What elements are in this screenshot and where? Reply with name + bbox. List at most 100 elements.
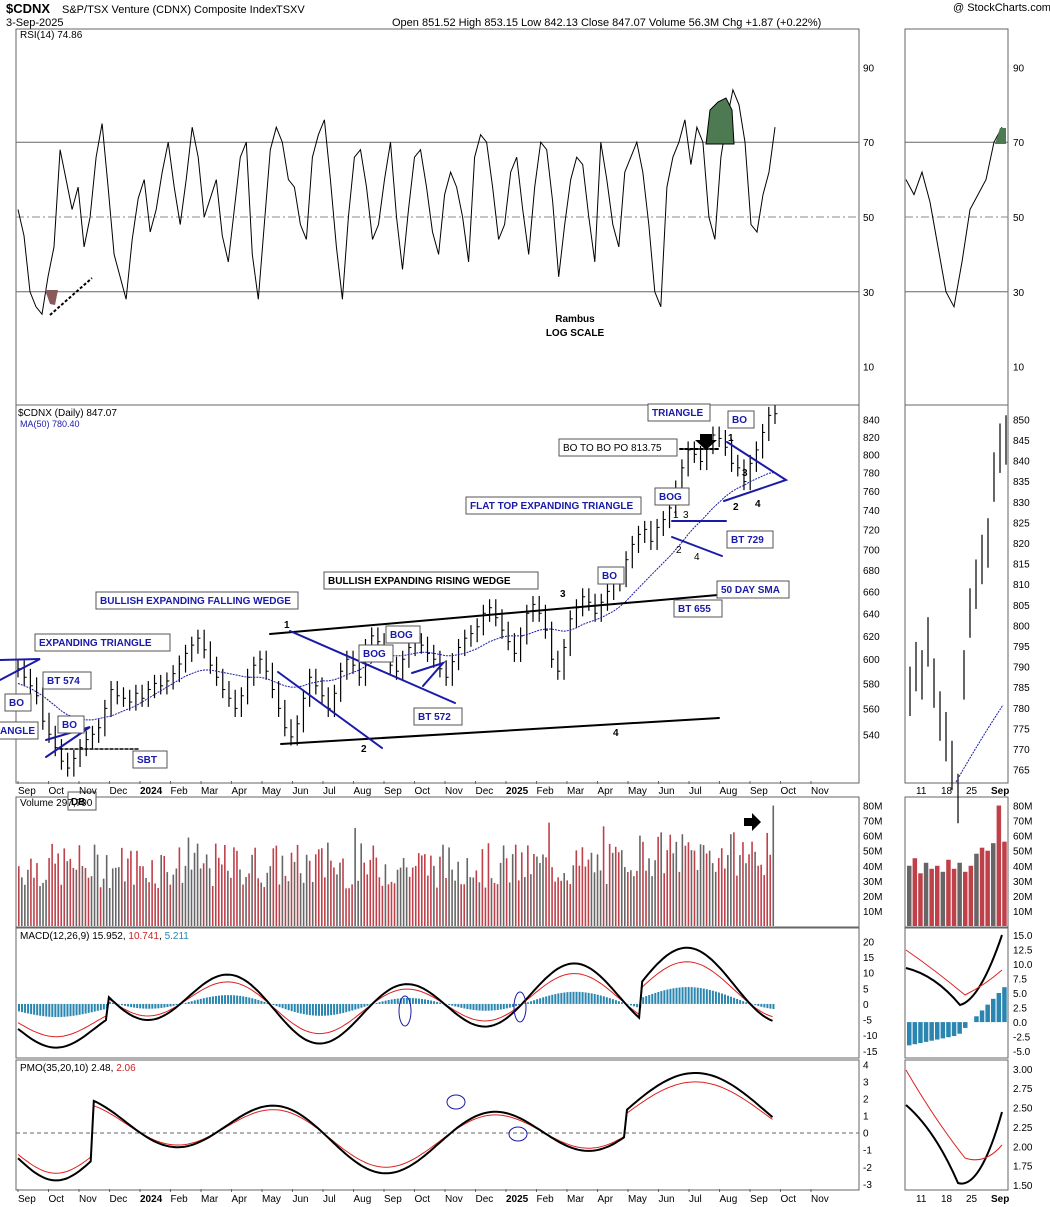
macd-hist-bar bbox=[466, 1003, 469, 1010]
volume-bar bbox=[508, 882, 511, 926]
volume-bar bbox=[733, 832, 735, 926]
wave-3a: 3 bbox=[560, 589, 566, 600]
macd-tick--15: -15 bbox=[863, 1047, 878, 1058]
macd-hist-bar bbox=[502, 1003, 505, 1009]
macd-hist-bar bbox=[136, 1003, 139, 1009]
price-tick-820: 820 bbox=[863, 433, 880, 444]
volume-bar bbox=[602, 826, 605, 926]
mini-price-tick-830: 830 bbox=[1013, 498, 1030, 509]
macd-hist-bar bbox=[678, 987, 681, 1004]
mini-price-tick-820: 820 bbox=[1013, 539, 1030, 550]
macd-hist-bar bbox=[587, 992, 590, 1004]
volume-bar bbox=[99, 887, 102, 926]
pmo-legend-name: PMO(35,20,10) bbox=[20, 1063, 88, 1074]
mini-price-tick-840: 840 bbox=[1013, 457, 1030, 468]
label-bo4: BO bbox=[732, 415, 747, 426]
volume-bar bbox=[545, 857, 547, 926]
volume-bar bbox=[121, 847, 123, 926]
mini-vol-tick-20M: 20M bbox=[1013, 892, 1032, 903]
pmo-tick-2: 2 bbox=[863, 1095, 869, 1106]
mini-volume-bar bbox=[957, 862, 962, 926]
macd-hist-bar bbox=[736, 998, 739, 1004]
box-bo-to-bo bbox=[558, 438, 678, 457]
x-tick-oct: Oct bbox=[781, 786, 797, 797]
x-tick-may: May bbox=[262, 786, 281, 797]
macd-hist-bar bbox=[169, 1003, 172, 1007]
volume-bar bbox=[54, 863, 56, 926]
price-tick-620: 620 bbox=[863, 632, 880, 643]
macd-hist-bar bbox=[690, 987, 693, 1004]
volume-ticks: 10M 20M 30M 40M 50M 60M 70M 80M bbox=[863, 802, 882, 918]
rsi-tick-10: 10 bbox=[863, 363, 875, 374]
box-bo4 bbox=[727, 410, 755, 429]
volume-bar bbox=[314, 854, 317, 926]
mini-pmo-tick-2.75: 2.75 bbox=[1013, 1084, 1033, 1095]
volume-bar bbox=[627, 871, 629, 926]
volume-bar bbox=[60, 884, 63, 926]
macd-hist-bar bbox=[584, 992, 587, 1004]
macd-hist-bar bbox=[605, 997, 608, 1004]
macd-hist-bar bbox=[478, 1003, 481, 1011]
volume-bar bbox=[445, 878, 447, 926]
mini-macd-signal bbox=[905, 949, 1003, 996]
mini-rsi-line bbox=[905, 126, 1003, 309]
macd-hist-bar bbox=[254, 999, 257, 1004]
macd-hist-bar bbox=[660, 991, 663, 1004]
volume-bar bbox=[408, 876, 411, 926]
rsi-tick-90: 90 bbox=[863, 63, 875, 74]
box-db bbox=[67, 791, 97, 811]
macd-hist-bar bbox=[160, 1003, 163, 1008]
chart-exchange: TSXV bbox=[276, 4, 305, 16]
price-tick-560: 560 bbox=[863, 704, 880, 715]
volume-bar bbox=[530, 874, 532, 926]
macd-hist-bar bbox=[99, 1003, 102, 1011]
macd-hist-bar bbox=[148, 1003, 151, 1009]
pmo-tick--3: -3 bbox=[863, 1180, 872, 1191]
mini-macd-tick-15.0: 15.0 bbox=[1013, 931, 1033, 942]
x-tick-nov: Nov bbox=[79, 1194, 97, 1205]
volume-bar bbox=[296, 844, 299, 926]
macd-hist-bar bbox=[184, 1002, 187, 1004]
rsi-trendline bbox=[49, 277, 93, 316]
price-x-axis: Sep Oct Nov Dec 2024 Feb Mar Apr May Jun Jul Aug Sep… bbox=[17, 781, 829, 797]
volume-bar bbox=[148, 882, 150, 926]
x-tick-oct: Oct bbox=[781, 1194, 797, 1205]
macd-hist-bar bbox=[436, 1001, 439, 1004]
volume-bar bbox=[760, 864, 762, 926]
macd-hist-bar bbox=[542, 997, 545, 1004]
macd-hist-bar bbox=[533, 1000, 536, 1004]
box-triangle bbox=[647, 403, 711, 422]
macd-hist-bar bbox=[230, 995, 233, 1004]
wave-4a: 4 bbox=[613, 728, 619, 739]
volume-bar bbox=[605, 884, 608, 926]
bog-flag bbox=[411, 660, 447, 687]
volume-bar bbox=[254, 847, 256, 926]
mini-vol-tick-30M: 30M bbox=[1013, 877, 1032, 888]
macd-tick-0: 0 bbox=[863, 1000, 869, 1011]
macd-hist-bar bbox=[196, 999, 199, 1004]
macd-hist-bar bbox=[739, 1000, 742, 1004]
mini-volume-bar bbox=[946, 859, 951, 926]
volume-bar bbox=[369, 859, 372, 926]
macd-hist-bar bbox=[272, 1003, 275, 1005]
volume-bar bbox=[757, 865, 759, 926]
volume-bar bbox=[742, 842, 744, 926]
volume-bar bbox=[611, 852, 614, 926]
volume-bar bbox=[478, 882, 481, 926]
volume-bar bbox=[208, 868, 211, 926]
macd-hist-bar bbox=[57, 1003, 60, 1018]
volume-bar bbox=[205, 854, 208, 926]
price-tick-680: 680 bbox=[863, 566, 880, 577]
volume-bar bbox=[163, 855, 166, 926]
macd-hist-bar bbox=[481, 1003, 484, 1011]
volume-bar bbox=[651, 876, 653, 926]
mini-x-25: 25 bbox=[966, 1194, 978, 1205]
volume-bar bbox=[678, 871, 681, 926]
macd-hist-bar bbox=[427, 999, 430, 1004]
macd-hist-bar bbox=[569, 991, 572, 1004]
volume-bar bbox=[363, 862, 366, 926]
macd-hist-bar bbox=[266, 1002, 269, 1004]
macd-hist-bar bbox=[381, 1001, 384, 1004]
mini-macd-tick-0.0: 0.0 bbox=[1013, 1018, 1027, 1029]
macd-hist-bar bbox=[754, 1003, 757, 1006]
